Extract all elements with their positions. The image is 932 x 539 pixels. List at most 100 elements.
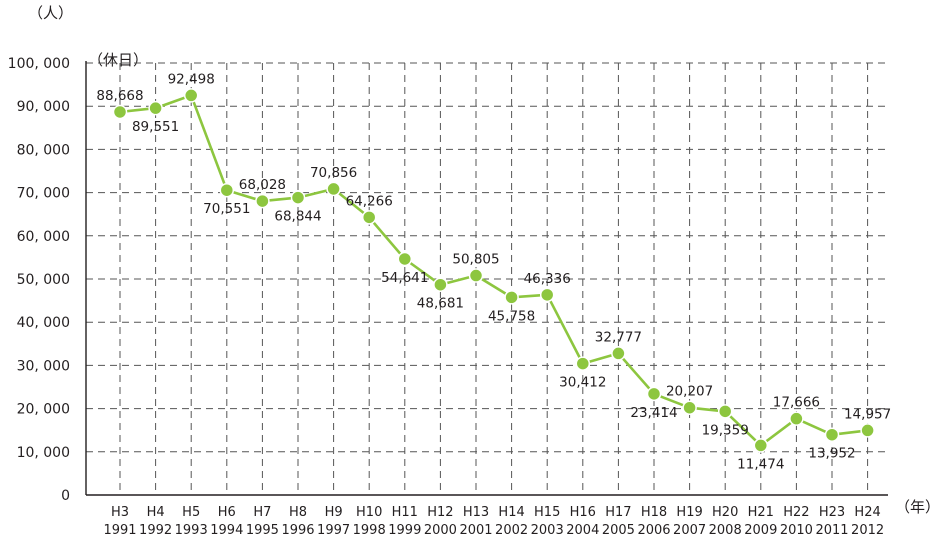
x-tick-year-label: 1999 <box>388 523 421 538</box>
data-label: 54,641 <box>381 270 428 286</box>
data-label: 45,758 <box>488 308 535 324</box>
data-label: 68,844 <box>274 209 321 225</box>
x-tick-era-label: H7 <box>253 505 271 520</box>
data-label: 88,668 <box>96 88 143 104</box>
data-point <box>255 193 270 209</box>
y-tick-label: 80, 000 <box>17 142 70 158</box>
x-tick-era-label: H15 <box>534 505 560 520</box>
x-tick-era-label: H9 <box>325 505 343 520</box>
x-tick-era-label: H19 <box>676 505 702 520</box>
x-tick-year-label: 2004 <box>566 523 599 538</box>
x-tick-year-label: 2003 <box>531 523 564 538</box>
data-label: 32,777 <box>595 329 642 345</box>
x-tick-year-label: 1996 <box>281 523 314 538</box>
data-point <box>148 100 163 116</box>
data-label: 23,414 <box>630 405 677 421</box>
data-point <box>611 346 626 361</box>
x-tick-year-label: 1998 <box>353 523 386 538</box>
data-labels: 88,668 89,551 92,498 70,551 68,028 68,844 70,8… <box>96 71 891 472</box>
data-point <box>789 411 804 426</box>
x-tick-era-label: H21 <box>748 505 774 520</box>
data-label: 17,666 <box>773 395 820 411</box>
data-label: 48,681 <box>417 296 464 312</box>
x-tick-era-label: H23 <box>819 505 845 520</box>
data-point <box>183 88 199 103</box>
x-tick-year-label: 1991 <box>103 523 136 538</box>
x-tick-era-label: H14 <box>498 505 524 520</box>
x-tick-era-label: H20 <box>712 505 738 520</box>
y-tick-label: 0 <box>61 488 70 504</box>
data-label: 70,551 <box>203 201 250 217</box>
x-tick-era-label: H8 <box>289 505 307 520</box>
y-tick-labels: 0 10, 000 20, 000 30, 000 40, 000 50, 000 60, … <box>8 56 70 504</box>
data-point <box>219 182 235 198</box>
data-label: 30,412 <box>559 375 606 391</box>
data-point <box>824 427 840 442</box>
x-tick-era-label: H13 <box>463 505 489 520</box>
data-point <box>860 423 875 438</box>
y-tick-label: 30, 000 <box>17 358 70 374</box>
x-tick-year-label: 1997 <box>317 523 350 538</box>
x-tick-year-label: 2006 <box>637 523 670 538</box>
data-label: 19,359 <box>702 422 749 438</box>
y-tick-label: 90, 000 <box>17 99 70 115</box>
x-tick-era-label: H3 <box>111 505 129 520</box>
data-label: 50,805 <box>452 252 499 268</box>
data-point <box>397 251 413 267</box>
y-tick-label: 10, 000 <box>17 445 70 461</box>
data-label: 20,207 <box>666 384 713 400</box>
data-point <box>539 287 555 303</box>
x-tick-era-label: H5 <box>182 505 200 520</box>
data-label: 68,028 <box>239 177 286 193</box>
x-tick-year-label: 2002 <box>495 523 528 538</box>
data-point <box>717 404 733 419</box>
x-tick-era-label: H16 <box>570 505 596 520</box>
x-tick-year-label: 2007 <box>673 523 706 538</box>
x-tick-year-label: 1994 <box>210 523 243 538</box>
y-tick-label: 20, 000 <box>17 402 70 418</box>
data-point <box>468 268 484 283</box>
x-tick-era-label: H6 <box>218 505 236 520</box>
x-tick-era-label: H4 <box>147 505 165 520</box>
x-tick-year-label: 2000 <box>424 523 457 538</box>
x-tick-year-label: 2008 <box>709 523 742 538</box>
x-tick-year-label: 2011 <box>815 523 848 538</box>
data-label: 46,336 <box>524 271 571 287</box>
x-tick-era-label: H22 <box>783 505 809 520</box>
x-tick-year-label: 2001 <box>459 523 492 538</box>
x-tick-era-label: H10 <box>356 505 382 520</box>
data-label: 92,498 <box>168 71 215 87</box>
x-tick-era-label: H17 <box>605 505 631 520</box>
data-label: 13,952 <box>808 446 855 462</box>
data-point <box>361 210 377 225</box>
data-label: 64,266 <box>346 193 393 209</box>
y-tick-label: 60, 000 <box>17 229 70 245</box>
data-point <box>504 290 519 305</box>
data-points <box>112 88 875 453</box>
x-tick-year-label: 2005 <box>602 523 635 538</box>
y-tick-label: 100, 000 <box>8 56 70 72</box>
x-tick-year-label: 1993 <box>175 523 208 538</box>
data-point <box>682 400 697 415</box>
grid <box>86 62 888 495</box>
axes <box>85 61 888 496</box>
x-axis-unit-label: （年） <box>895 498 932 516</box>
y-tick-label: 70, 000 <box>17 186 70 202</box>
data-point <box>753 438 769 453</box>
x-tick-year-label: 2010 <box>780 523 813 538</box>
data-point <box>646 386 662 402</box>
data-point <box>290 190 306 205</box>
x-tick-year-label: 1992 <box>139 523 172 538</box>
data-label: 70,856 <box>310 165 357 181</box>
x-tick-year-label: 2012 <box>851 523 884 538</box>
x-tick-era-label: H11 <box>392 505 418 520</box>
series-label: （休日） <box>88 51 149 69</box>
y-tick-label: 50, 000 <box>17 272 70 288</box>
series-line <box>119 94 868 447</box>
data-point <box>575 356 591 371</box>
x-tick-labels: H3 1991 H4 1992 H5 1993 H6 1994 H7 1995 H8 1996 H9 19… <box>103 505 884 538</box>
x-tick-year-label: 1995 <box>246 523 279 538</box>
x-tick-era-label: H12 <box>427 505 453 520</box>
data-point <box>433 277 448 292</box>
